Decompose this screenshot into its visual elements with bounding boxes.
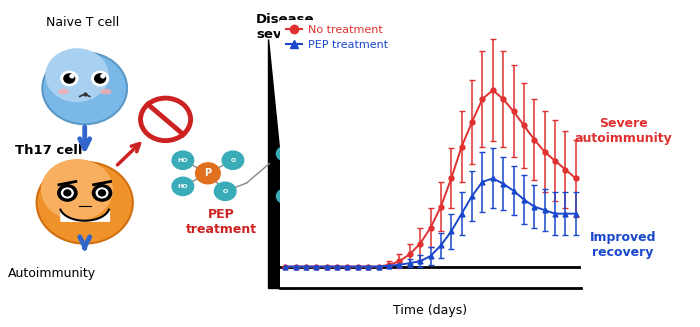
Circle shape	[97, 188, 108, 198]
Circle shape	[99, 190, 106, 196]
Circle shape	[276, 146, 293, 161]
Text: Time (days): Time (days)	[393, 304, 468, 317]
Circle shape	[92, 71, 108, 86]
Ellipse shape	[59, 90, 69, 94]
Ellipse shape	[101, 90, 111, 94]
Text: Disease
severity: Disease severity	[256, 13, 316, 41]
Circle shape	[36, 162, 133, 244]
Circle shape	[276, 189, 293, 203]
Text: PEP
treatment: PEP treatment	[186, 208, 257, 236]
Circle shape	[92, 185, 112, 201]
Circle shape	[41, 159, 113, 220]
Text: OH: OH	[280, 194, 290, 199]
Circle shape	[214, 182, 236, 200]
Text: Th17 cell: Th17 cell	[15, 144, 83, 157]
Circle shape	[195, 163, 220, 184]
Circle shape	[70, 75, 74, 78]
Polygon shape	[267, 39, 293, 288]
Circle shape	[172, 177, 194, 196]
Circle shape	[64, 74, 75, 83]
Text: HO: HO	[178, 184, 188, 189]
Text: O: O	[230, 158, 236, 163]
Text: P: P	[204, 168, 211, 178]
Circle shape	[94, 74, 106, 83]
Text: HO: HO	[178, 158, 188, 163]
Text: Naive T cell: Naive T cell	[46, 16, 120, 29]
Circle shape	[57, 185, 77, 201]
Legend: No treatment, PEP treatment: No treatment, PEP treatment	[286, 25, 388, 50]
Text: O: O	[282, 151, 288, 156]
Circle shape	[43, 52, 127, 124]
Text: Autoimmunity: Autoimmunity	[8, 267, 96, 280]
Circle shape	[222, 151, 244, 169]
Circle shape	[46, 48, 108, 102]
Circle shape	[101, 75, 105, 78]
Text: O: O	[223, 189, 228, 194]
Text: Severe
autoimmunity: Severe autoimmunity	[574, 117, 672, 145]
Circle shape	[172, 151, 194, 169]
Circle shape	[62, 188, 74, 198]
Circle shape	[61, 71, 78, 86]
Circle shape	[64, 190, 71, 196]
Text: Improved
recovery: Improved recovery	[589, 231, 657, 259]
